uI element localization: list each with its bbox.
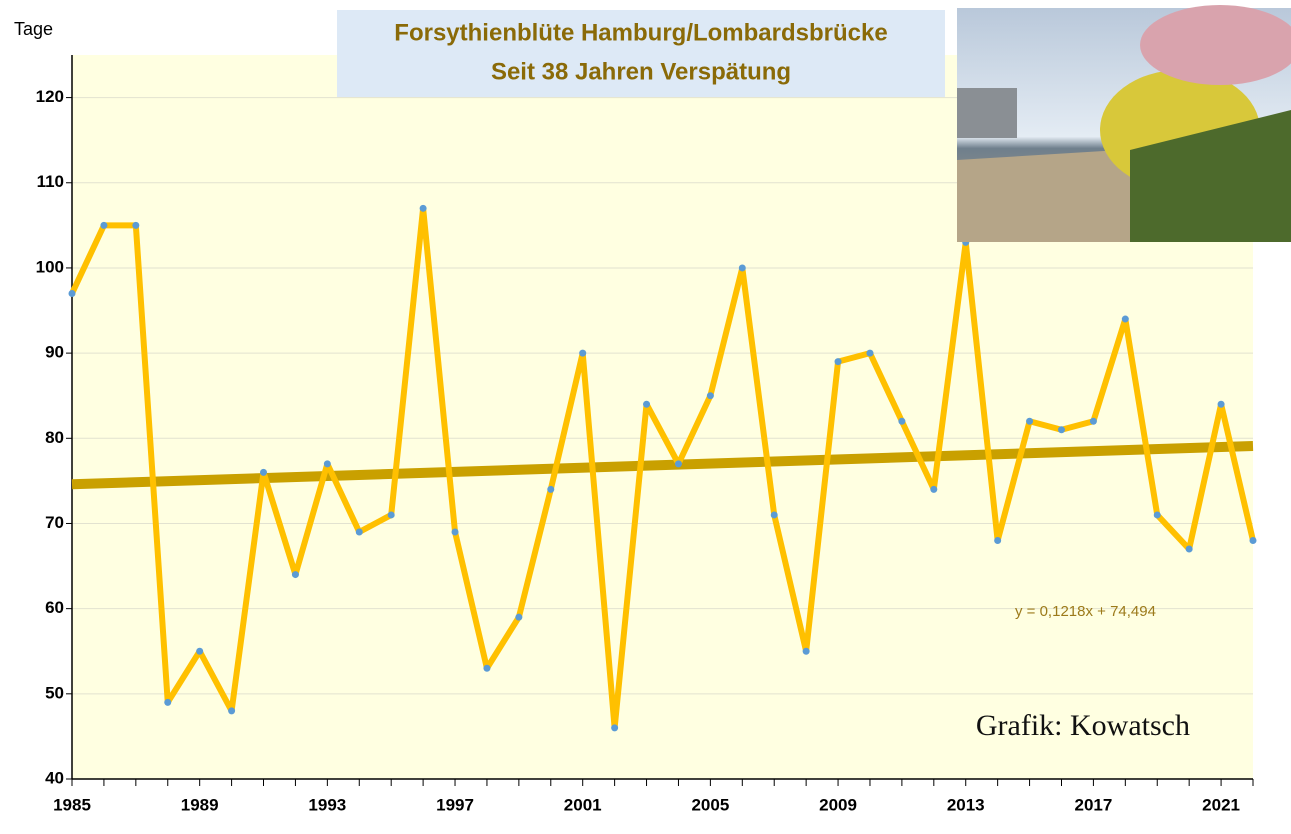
data-point: [515, 613, 523, 621]
data-point: [674, 460, 682, 468]
x-tick-label: 1997: [436, 795, 474, 814]
data-point: [164, 698, 172, 706]
y-tick-label: 100: [36, 257, 64, 276]
x-tick-label: 2013: [947, 795, 985, 814]
data-point: [291, 571, 299, 579]
y-tick-label: 90: [45, 343, 64, 362]
data-point: [706, 392, 714, 400]
trend-equation: y = 0,1218x + 74,494: [1015, 603, 1156, 620]
data-point: [100, 221, 108, 229]
chart-title: Forsythienblüte Hamburg/Lombardsbrücke: [394, 19, 887, 46]
photo: [957, 5, 1291, 242]
data-point: [228, 707, 236, 715]
data-point: [547, 485, 555, 493]
data-point: [994, 537, 1002, 545]
data-point: [196, 647, 204, 655]
data-point: [1057, 426, 1065, 434]
data-point: [1026, 417, 1034, 425]
data-point: [611, 724, 619, 732]
data-point: [802, 647, 810, 655]
data-point: [451, 528, 459, 536]
data-point: [355, 528, 363, 536]
y-tick-label: 60: [45, 598, 64, 617]
x-tick-label: 2001: [564, 795, 602, 814]
x-tick-label: 2021: [1202, 795, 1240, 814]
y-tick-label: 70: [45, 513, 64, 532]
data-point: [132, 221, 140, 229]
data-point: [260, 468, 268, 476]
trend-line: [71, 440, 1254, 490]
data-point: [1089, 417, 1097, 425]
series: y = 0,1218x + 74,494: [68, 204, 1257, 732]
data-point: [738, 264, 746, 272]
x-tick-label: 1993: [308, 795, 346, 814]
data-point: [323, 460, 331, 468]
y-tick-label: 120: [36, 87, 64, 106]
data-point: [770, 511, 778, 519]
data-point: [643, 400, 651, 408]
data-point: [1249, 537, 1257, 545]
y-tick-label: 50: [45, 683, 64, 702]
data-point: [579, 349, 587, 357]
annotation: Grafik: Kowatsch: [976, 709, 1190, 742]
data-point: [866, 349, 874, 357]
y-tick-label: 40: [45, 768, 64, 787]
data-point: [1185, 545, 1193, 553]
data-point: [1121, 315, 1129, 323]
chart-subtitle: Seit 38 Jahren Verspätung: [491, 58, 791, 85]
data-point: [419, 204, 427, 212]
y-axis-label: Tage: [14, 19, 53, 39]
title-box: [337, 10, 945, 97]
data-line: [69, 205, 1256, 731]
data-point: [834, 358, 842, 366]
data-point: [387, 511, 395, 519]
y-tick-label: 110: [37, 172, 64, 191]
x-tick-label: 2005: [691, 795, 729, 814]
data-point: [1217, 400, 1225, 408]
grid: 40 50 60 70 80 90 100 110 120 1985 1989 1993 1997 200…: [36, 55, 1254, 814]
x-tick-label: 2009: [819, 795, 857, 814]
data-point: [898, 417, 906, 425]
x-tick-label: 2017: [1074, 795, 1112, 814]
data-point: [68, 289, 76, 297]
data-point: [930, 485, 938, 493]
data-point: [483, 664, 491, 672]
x-tick-label: 1985: [53, 795, 91, 814]
x-tick-label: 1989: [181, 795, 219, 814]
data-point: [1153, 511, 1161, 519]
y-tick-label: 80: [45, 428, 64, 447]
